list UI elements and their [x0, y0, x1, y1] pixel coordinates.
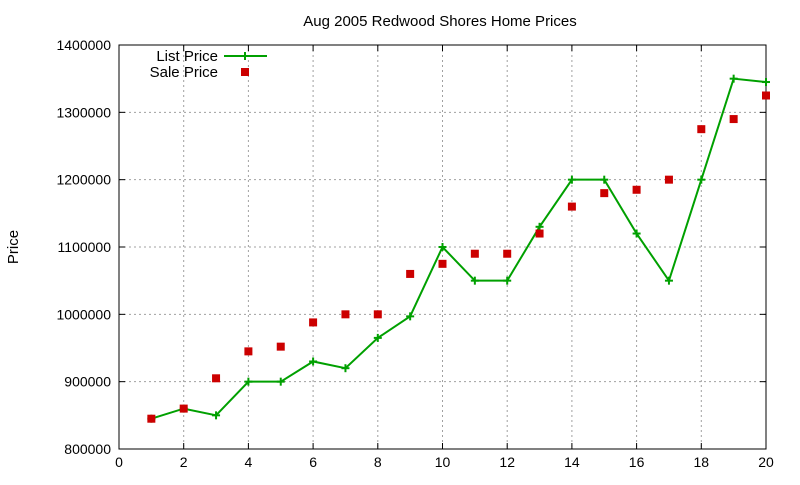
plus-point	[212, 411, 221, 420]
square-point	[697, 125, 706, 134]
x-tick-label: 18	[694, 454, 710, 470]
square-point	[244, 347, 253, 356]
plus-point	[406, 312, 415, 321]
square-point	[179, 404, 188, 413]
square-point	[600, 189, 609, 198]
legend-label: List Price	[156, 48, 218, 65]
plus-point	[341, 364, 350, 373]
x-tick-label: 6	[309, 454, 317, 470]
y-tick-label: 900000	[64, 374, 111, 390]
series-line	[151, 77, 767, 420]
tick-labels: 0 2 4 6 8 10 12 14 16 18 20 800000 900000 1000000 1100…	[56, 37, 774, 470]
square-point	[762, 91, 770, 100]
legend-item: Sale Price	[150, 64, 249, 81]
plus-point	[567, 175, 576, 184]
square-point	[147, 414, 156, 423]
plus-point	[632, 229, 641, 238]
square-point	[535, 229, 544, 238]
x-tick-label: 0	[115, 454, 123, 470]
square-point	[341, 310, 350, 319]
square-point	[503, 249, 512, 258]
plus-point	[309, 357, 318, 366]
square-point	[276, 342, 285, 351]
data-series	[147, 74, 770, 423]
y-tick-label: 1300000	[56, 104, 111, 120]
plus-point	[241, 52, 249, 60]
plus-point	[600, 175, 609, 184]
x-tick-label: 8	[374, 454, 382, 470]
legend-item: List Price	[156, 48, 267, 65]
square-point	[309, 318, 318, 327]
x-tick-label: 2	[180, 454, 188, 470]
plus-point	[438, 243, 447, 251]
y-tick-label: 1100000	[58, 239, 112, 255]
x-tick-label: 12	[499, 454, 515, 470]
square-point	[567, 202, 576, 211]
plus-point	[503, 276, 512, 285]
plus-point	[535, 222, 544, 231]
plus-point	[697, 175, 706, 184]
chart-title: Aug 2005 Redwood Shores Home Prices	[303, 13, 577, 30]
y-tick-label: 800000	[64, 441, 111, 457]
square-point	[664, 175, 673, 184]
axes	[118, 44, 767, 450]
square-point	[632, 185, 641, 194]
legend-label: Sale Price	[150, 64, 218, 81]
x-tick-label: 20	[758, 454, 774, 470]
square-point	[212, 374, 221, 383]
y-tick-label: 1200000	[56, 172, 111, 188]
x-tick-label: 16	[629, 454, 645, 470]
square-point	[406, 269, 415, 278]
y-tick-label: 1400000	[56, 37, 111, 53]
square-point	[373, 310, 382, 319]
plus-point	[729, 74, 738, 83]
plus-point	[373, 333, 382, 342]
series-list-price	[147, 74, 770, 423]
plus-point	[276, 377, 285, 386]
plus-point	[762, 78, 770, 87]
series-sale-price	[147, 91, 770, 423]
x-tick-label: 10	[435, 454, 451, 470]
plus-point	[470, 276, 479, 285]
plus-point	[664, 276, 673, 285]
plus-point	[244, 377, 253, 386]
square-point	[470, 249, 479, 258]
y-tick-label: 1000000	[56, 306, 111, 322]
square-point	[729, 115, 738, 124]
x-tick-label: 4	[245, 454, 253, 470]
y-axis-label: Price	[5, 230, 22, 264]
square-point	[438, 259, 447, 268]
square-point	[241, 68, 249, 76]
x-tick-label: 14	[564, 454, 580, 470]
